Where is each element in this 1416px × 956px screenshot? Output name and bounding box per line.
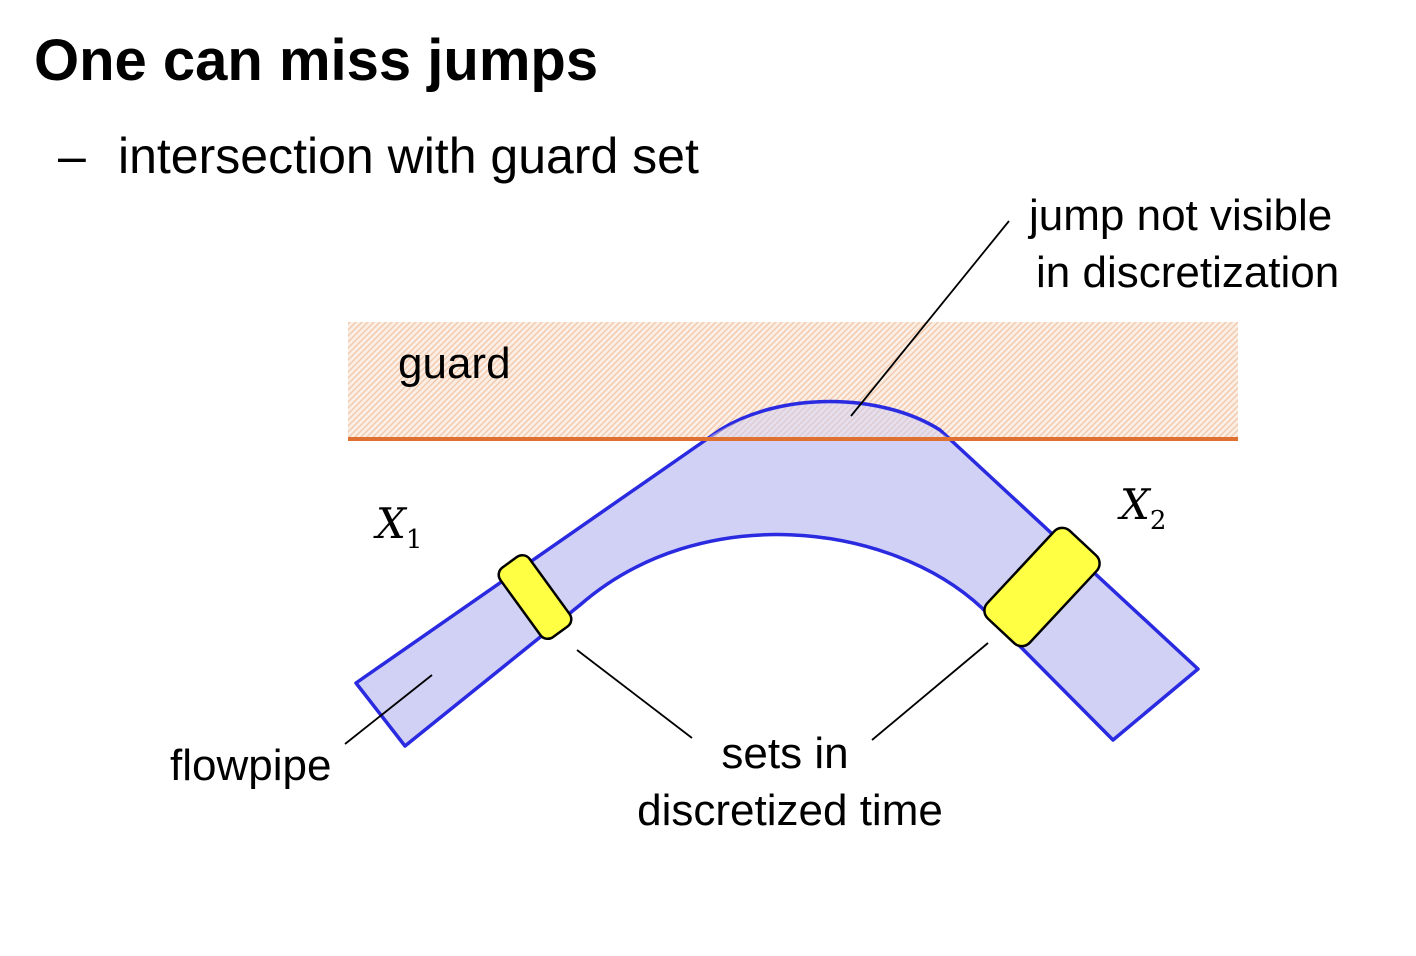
x1-subscript: 1	[405, 525, 423, 555]
discrete-set-left	[497, 553, 573, 641]
jump-note-line2: in discretization	[1036, 248, 1340, 297]
jump-note-line1: jump not visible	[1029, 191, 1333, 240]
x2-subscript: 2	[1149, 506, 1167, 536]
flowpipe-label: flowpipe	[170, 741, 332, 790]
sets-label-line1: sets in	[721, 729, 849, 778]
x2-label: X2	[1120, 481, 1166, 545]
slide-title: One can miss jumps	[34, 28, 599, 93]
sets-pointer-line-right	[871, 642, 989, 741]
x1-label: X1	[376, 500, 422, 564]
x1-symbol: X	[376, 499, 406, 548]
sets-pointer-line-left	[576, 649, 693, 739]
bullet-text: intersection with guard set	[118, 128, 699, 184]
jump-pointer-line	[850, 220, 1010, 417]
guard-label: guard	[398, 339, 511, 388]
flowpipe-guard-overlap	[706, 403, 950, 439]
discrete-set-right	[983, 526, 1101, 648]
flowpipe-pointer-line	[344, 674, 433, 745]
sets-label-line2: discretized time	[637, 786, 943, 835]
bullet-item: – intersection with guard set	[58, 126, 699, 186]
bullet-dash: –	[58, 128, 86, 184]
flowpipe	[354, 399, 1200, 748]
x2-symbol: X	[1120, 480, 1150, 529]
